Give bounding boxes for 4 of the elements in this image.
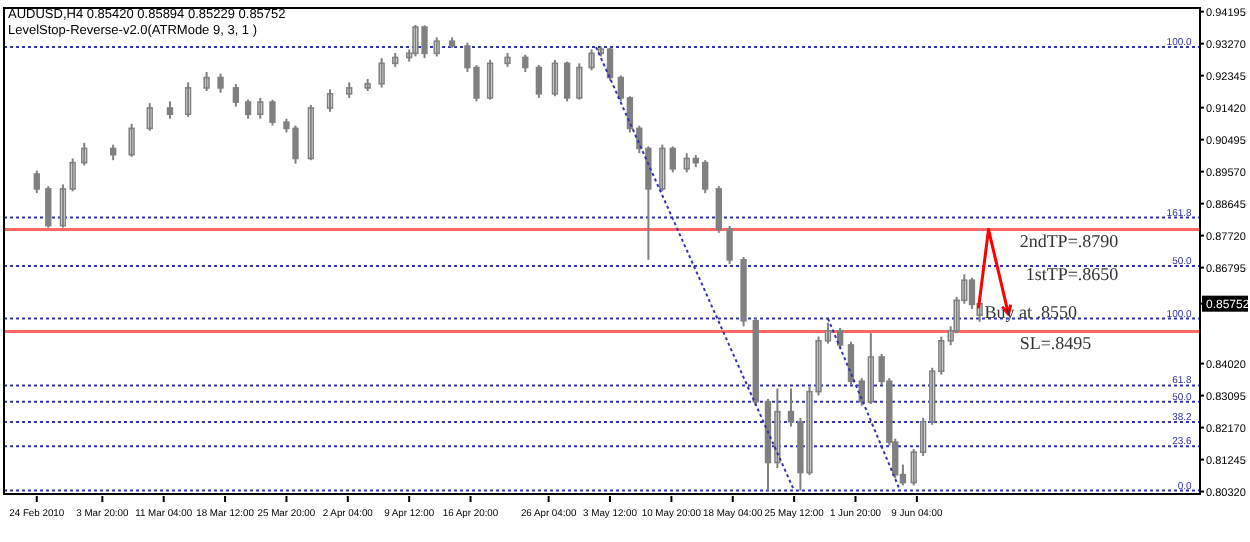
- ref-line-label: SL=.8495: [1019, 333, 1093, 354]
- ref-line-label: 2ndTP=.8790: [1019, 231, 1120, 252]
- annotation: 1stTP=.8650: [1025, 264, 1120, 285]
- annotation: Buy at .8550: [984, 302, 1079, 323]
